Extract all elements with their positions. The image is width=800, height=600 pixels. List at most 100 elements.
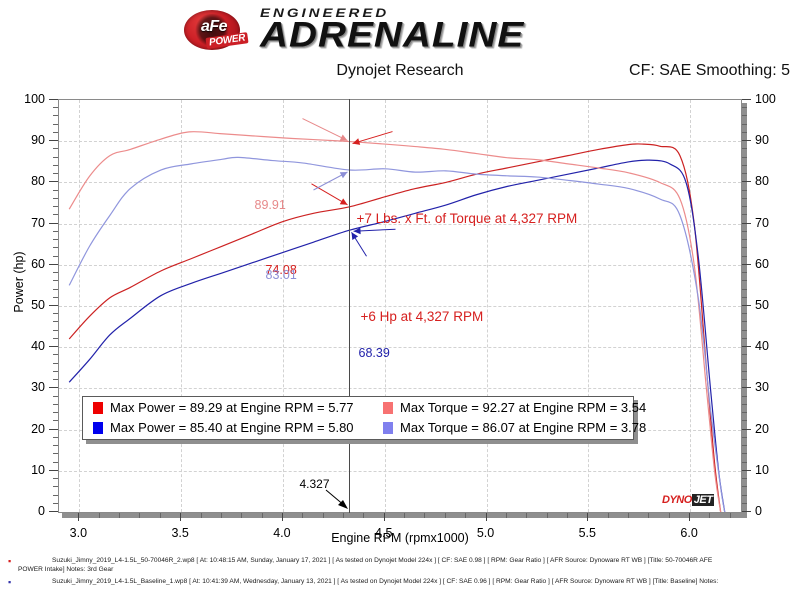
y-tick-right [742, 305, 751, 306]
y-tick-label-right: 80 [755, 174, 769, 189]
y-tick-minor-left [53, 115, 58, 117]
legend-item: Max Power = 89.29 at Engine RPM = 5.77 [93, 401, 354, 415]
y-tick-minor-left [53, 206, 58, 208]
x-tick [587, 513, 589, 521]
y-tick-minor-right [742, 362, 747, 364]
y-tick-label-right: 10 [755, 462, 769, 477]
legend-label: Max Torque = 92.27 at Engine RPM = 3.54 [400, 400, 647, 415]
y-tick-minor-left [53, 296, 58, 298]
x-tick [78, 513, 80, 521]
y-tick-label-right: 30 [755, 380, 769, 395]
x-tick-minor [444, 513, 446, 518]
y-tick-minor-left [53, 395, 58, 397]
plot-shadow-right [742, 103, 747, 517]
cursor-line[interactable] [348, 99, 350, 513]
y-tick-label-left: 60 [31, 256, 45, 271]
y-tick-minor-left [53, 214, 58, 216]
y-axis-label-left: Power (hp) [12, 251, 26, 313]
legend-label: Max Torque = 86.07 at Engine RPM = 3.78 [400, 420, 647, 435]
x-tick-minor [261, 513, 263, 518]
gridline-horizontal [59, 306, 741, 307]
x-tick [281, 513, 283, 521]
y-tick-left [49, 511, 58, 512]
y-tick-right [742, 469, 751, 471]
y-tick-minor-right [742, 272, 747, 274]
engineered-wordmark: ENGINEERED [260, 6, 390, 21]
x-tick-minor [526, 513, 528, 518]
y-tick-label-right: 50 [755, 298, 769, 312]
gridline-horizontal [59, 388, 741, 390]
annotation-arrow-icon [351, 231, 367, 257]
y-tick-minor-right [742, 502, 747, 504]
y-tick-label-right: 70 [755, 215, 769, 230]
y-tick-right [742, 428, 751, 430]
x-tick [485, 513, 487, 521]
y-tick-minor-right [742, 280, 747, 282]
y-tick-minor-right [742, 206, 747, 208]
annotation-arrow-layer [302, 118, 396, 257]
x-tick-minor [729, 513, 731, 518]
y-tick-minor-left [53, 370, 58, 372]
y-tick-label-left: 50 [31, 298, 45, 312]
gridline-horizontal [59, 347, 741, 349]
annotation-arrow-icon [302, 118, 348, 142]
y-tick-minor-left [53, 362, 58, 364]
footer-note-line1: Suzuki_Jimny_2019_L4-1.5L_50-70046R_2.wp… [52, 557, 713, 564]
gridline-vertical [690, 100, 692, 512]
y-tick-minor-left [53, 164, 58, 166]
y-tick-minor-right [742, 486, 747, 488]
y-tick-minor-right [742, 395, 747, 397]
legend-label: Max Power = 89.29 at Engine RPM = 5.77 [110, 400, 354, 415]
y-tick-minor-right [742, 436, 747, 438]
y-tick-minor-right [742, 255, 747, 257]
y-tick-minor-left [53, 337, 58, 339]
x-tick-minor [241, 513, 243, 518]
legend-swatch [93, 402, 103, 414]
x-tick-minor [668, 513, 670, 518]
y-tick-minor-right [742, 247, 747, 249]
annotation-arrow-icon [311, 183, 348, 206]
y-tick-minor-left [53, 502, 58, 504]
y-tick-left [49, 387, 58, 389]
chart-footer: ▪ Suzuki_Jimny_2019_L4-1.5L_50-70046R_2.w… [0, 552, 800, 600]
legend-swatch [383, 402, 393, 414]
gridline-horizontal [59, 264, 741, 266]
brand-block: aFe POWER ENGINEERED ADRENALINE [182, 4, 602, 56]
y-tick-minor-right [742, 313, 747, 315]
y-tick-minor-right [742, 173, 747, 175]
x-tick-minor [98, 513, 100, 518]
dynojet-watermark-jet: JET [691, 494, 715, 506]
series-line-0 [68, 143, 722, 512]
y-tick-label-left: 0 [38, 504, 45, 518]
gridline-vertical [181, 100, 183, 512]
x-tick-minor [139, 513, 141, 518]
series-line-1 [68, 159, 726, 512]
x-tick-label: 4.0 [273, 526, 291, 540]
gridline-vertical [79, 100, 81, 512]
y-tick-minor-right [742, 148, 747, 150]
y-tick-right [742, 140, 751, 142]
annotation-torque-gain: +7 Lbs. x Ft. of Torque at 4,327 RPM [356, 210, 578, 226]
y-tick-minor-left [53, 173, 58, 175]
legend-item: Max Torque = 92.27 at Engine RPM = 3.54 [383, 401, 646, 415]
y-tick-minor-right [742, 164, 747, 166]
afe-logo-text: aFe [200, 18, 228, 35]
y-tick-left [49, 428, 58, 430]
y-tick-minor-right [742, 197, 747, 199]
subtitle-row: Dynojet Research CF: SAE Smoothing: 5 [0, 60, 800, 84]
y-tick-minor-right [742, 189, 747, 191]
y-tick-minor-right [742, 115, 747, 117]
annotation-arrow-icon [313, 171, 348, 191]
x-tick-minor [363, 513, 365, 518]
y-tick-right [742, 263, 751, 265]
y-tick-right [742, 99, 751, 100]
annotation-arrow-icon [353, 227, 396, 235]
annotation-hp-gain: +6 Hp at 4,327 RPM [360, 309, 484, 325]
x-tick [689, 513, 691, 521]
y-tick-minor-right [742, 214, 747, 216]
y-tick-minor-left [53, 461, 58, 463]
y-tick-minor-left [53, 486, 58, 488]
dynojet-watermark-dyno: DYNO [662, 494, 692, 506]
y-tick-minor-left [53, 131, 58, 133]
legend-swatch [93, 422, 103, 434]
